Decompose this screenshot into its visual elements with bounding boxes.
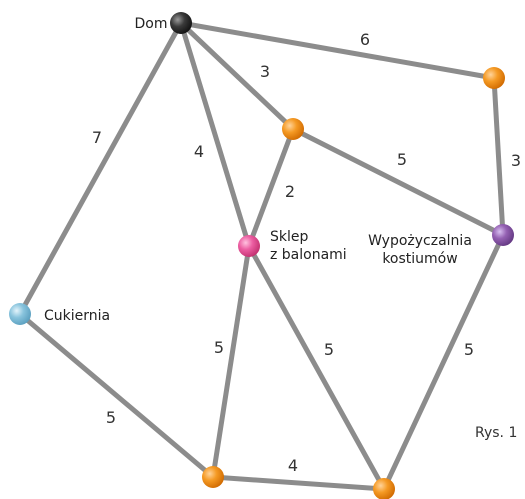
node-label-dom: Dom bbox=[135, 16, 168, 32]
node-o1 bbox=[282, 118, 304, 140]
edge-weight-sklep-o3: 5 bbox=[214, 338, 224, 357]
edge-o2-wyp bbox=[491, 75, 506, 238]
edge-wyp-o4 bbox=[381, 232, 506, 492]
edge-sklep-o3 bbox=[210, 243, 252, 480]
node-o2 bbox=[483, 67, 505, 89]
edge-weight-dom-o2: 6 bbox=[360, 30, 370, 49]
edge-weight-o2-wyp: 3 bbox=[511, 151, 521, 170]
edge-weight-o3-o4: 4 bbox=[288, 456, 298, 475]
edge-dom-sklep bbox=[178, 20, 252, 249]
node-o3 bbox=[202, 466, 224, 488]
edge-dom-o2 bbox=[178, 20, 497, 81]
edge-cuk-o3 bbox=[17, 311, 216, 480]
edge-weight-dom-sklep: 4 bbox=[194, 142, 204, 161]
edge-weight-o1-sklep: 2 bbox=[285, 182, 295, 201]
figure-caption: Rys. 1 bbox=[475, 425, 517, 441]
node-o4 bbox=[373, 478, 395, 499]
edge-sklep-o4 bbox=[246, 243, 387, 492]
edge-o1-sklep bbox=[246, 126, 296, 249]
edge-weight-dom-o1: 3 bbox=[260, 62, 270, 81]
edge-weight-sklep-o4: 5 bbox=[324, 340, 334, 359]
node-label-cuk: Cukiernia bbox=[44, 308, 110, 324]
edge-weight-wyp-o4: 5 bbox=[464, 340, 474, 359]
edge-weight-dom-cuk: 7 bbox=[92, 128, 102, 147]
node-sklep bbox=[238, 235, 260, 257]
edge-o3-o4 bbox=[210, 474, 387, 492]
edge-dom-o1 bbox=[178, 20, 296, 132]
edge-o1-wyp bbox=[290, 126, 506, 238]
node-dom bbox=[170, 12, 192, 34]
node-cuk bbox=[9, 303, 31, 325]
edge-weight-o1-wyp: 5 bbox=[397, 150, 407, 169]
node-wyp bbox=[492, 224, 514, 246]
node-label-wyp: Wypożyczalnia kostiumów bbox=[368, 233, 472, 267]
node-label-sklep: Sklep z balonami bbox=[270, 229, 347, 263]
edge-weight-cuk-o3: 5 bbox=[106, 408, 116, 427]
edge-dom-cuk bbox=[17, 20, 184, 317]
